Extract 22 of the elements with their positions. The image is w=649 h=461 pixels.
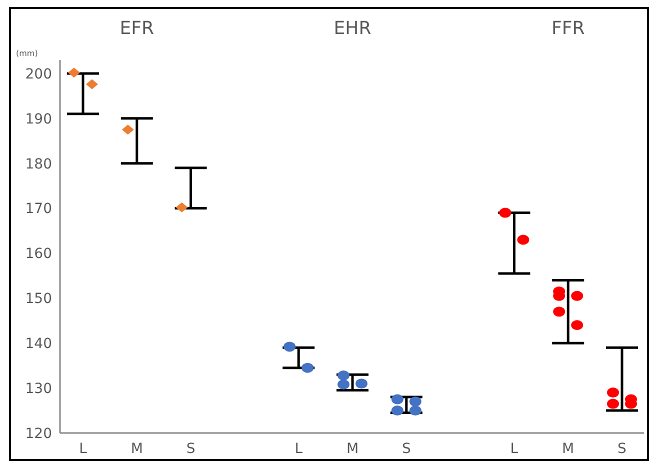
y-tick-label: 200	[25, 66, 52, 82]
x-tick-label: L	[510, 441, 518, 457]
y-tick-label: 180	[25, 156, 52, 172]
x-tick-label: S	[186, 441, 196, 457]
text: EFR	[120, 18, 154, 39]
y-tick-label: 170	[25, 201, 52, 218]
text: EHR	[334, 18, 372, 39]
text: FFR	[551, 18, 585, 39]
y-axis-title: (mm)	[16, 49, 38, 58]
x-tick-label: L	[294, 441, 303, 457]
y-tick-label: 150	[25, 291, 52, 308]
x-tick-label: M	[130, 441, 143, 457]
x-tick-label: S	[618, 441, 627, 457]
x-tick-label: M	[562, 441, 574, 457]
x-tick-label: M	[346, 441, 359, 457]
y-tick-label: 130	[25, 380, 52, 397]
y-tick-label: 140	[25, 336, 52, 352]
y-tick-label: 160	[25, 246, 52, 262]
x-tick-label: S	[402, 441, 411, 457]
y-tick-label: 120	[25, 426, 52, 442]
x-tick-label: L	[79, 441, 88, 457]
y-tick-label: 190	[25, 111, 52, 128]
